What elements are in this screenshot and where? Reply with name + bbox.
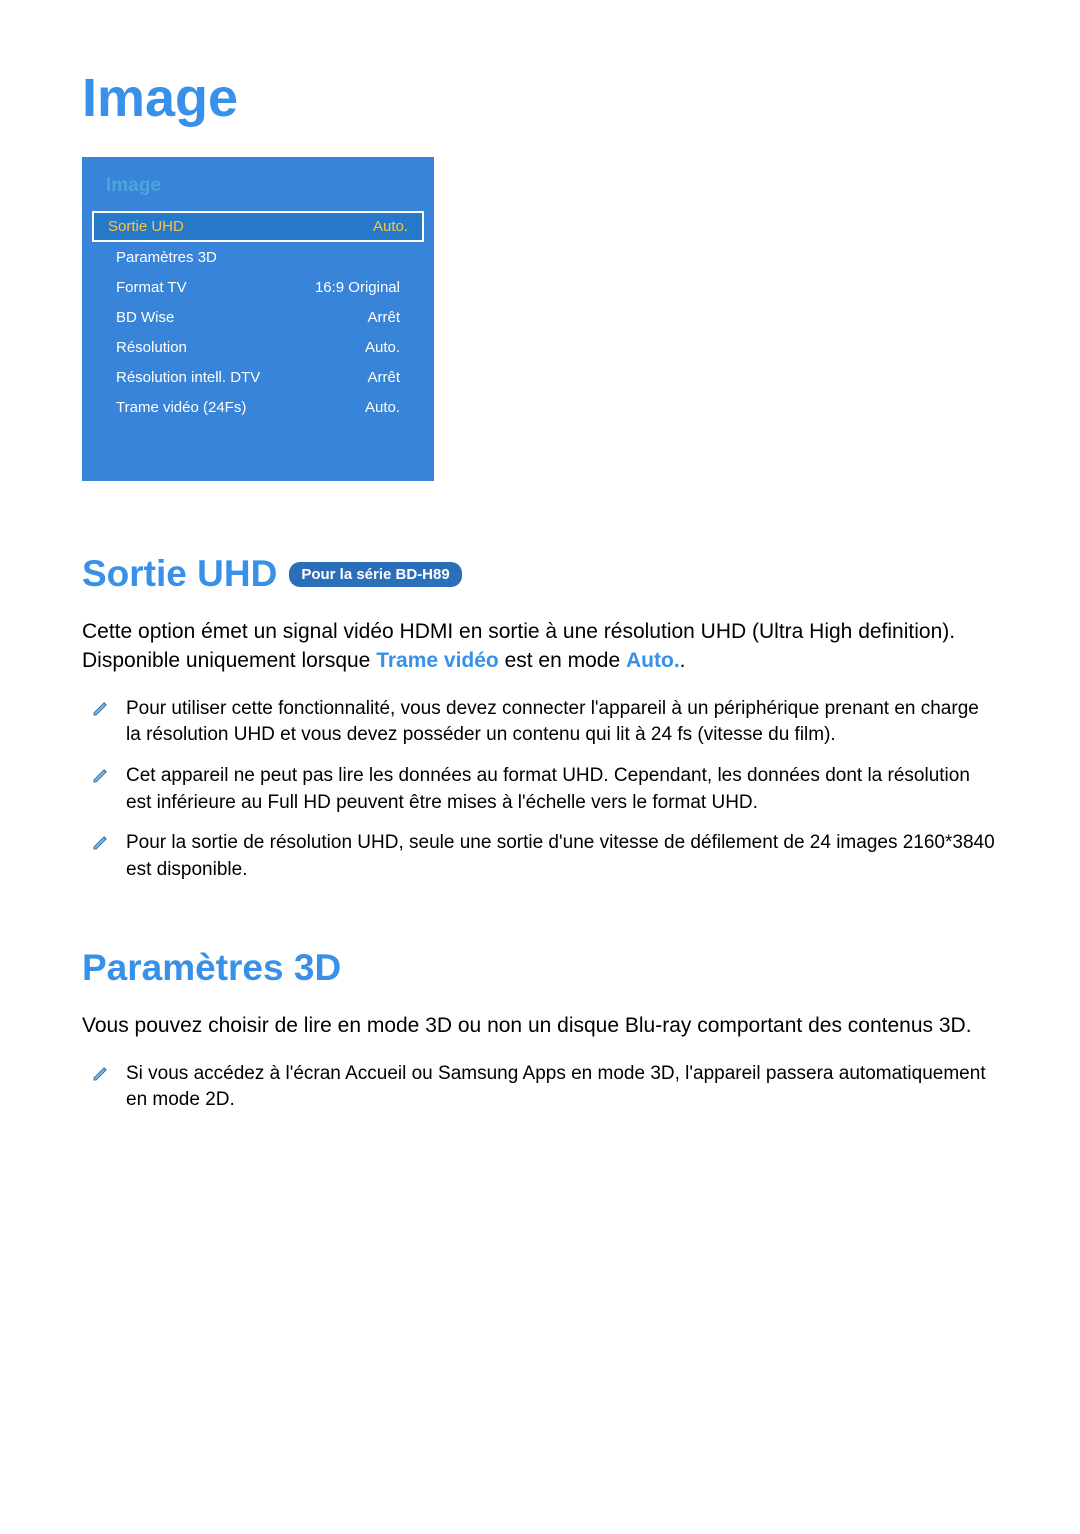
row-value: 16:9 Original [315, 279, 400, 296]
pencil-icon [92, 763, 112, 785]
series-badge: Pour la série BD-H89 [289, 562, 461, 587]
panel-row-parametres-3d[interactable]: Paramètres 3D [92, 243, 424, 272]
pencil-icon [92, 830, 112, 852]
row-value: Auto. [373, 218, 408, 235]
section-sortie-uhd: Sortie UHD Pour la série BD-H89 Cette op… [82, 553, 998, 883]
panel-row-trame-video[interactable]: Trame vidéo (24Fs) Auto. [92, 393, 424, 422]
panel-title: Image [82, 175, 434, 197]
panel-row-resolution[interactable]: Résolution Auto. [92, 333, 424, 362]
row-label: Trame vidéo (24Fs) [116, 399, 246, 416]
note-item: Cet appareil ne peut pas lire les donnée… [92, 763, 998, 816]
body-text-mid: est en mode [499, 649, 626, 672]
body-highlight: Trame vidéo [376, 649, 499, 672]
note-item: Si vous accédez à l'écran Accueil ou Sam… [92, 1061, 998, 1114]
body-paragraph: Cette option émet un signal vidéo HDMI e… [82, 617, 998, 676]
panel-row-bd-wise[interactable]: BD Wise Arrêt [92, 303, 424, 332]
note-text: Pour utiliser cette fonctionnalité, vous… [126, 696, 998, 749]
row-value: Arrêt [367, 309, 400, 326]
note-text: Pour la sortie de résolution UHD, seule … [126, 830, 998, 883]
body-text-post: . [680, 649, 686, 672]
row-label: Sortie UHD [108, 218, 184, 235]
note-text: Cet appareil ne peut pas lire les donnée… [126, 763, 998, 816]
pencil-icon [92, 696, 112, 718]
section-heading-line: Paramètres 3D [82, 947, 998, 989]
row-value: Arrêt [367, 369, 400, 386]
row-label: Format TV [116, 279, 187, 296]
note-item: Pour utiliser cette fonctionnalité, vous… [92, 696, 998, 749]
note-list: Si vous accédez à l'écran Accueil ou Sam… [92, 1061, 998, 1114]
note-list: Pour utiliser cette fonctionnalité, vous… [92, 696, 998, 884]
section-parametres-3d: Paramètres 3D Vous pouvez choisir de lir… [82, 947, 998, 1114]
row-label: Résolution [116, 339, 187, 356]
settings-panel: Image Sortie UHD Auto. Paramètres 3D For… [82, 157, 434, 481]
panel-row-format-tv[interactable]: Format TV 16:9 Original [92, 273, 424, 302]
row-label: Paramètres 3D [116, 249, 217, 266]
page-title: Image [82, 67, 998, 129]
row-label: Résolution intell. DTV [116, 369, 260, 386]
panel-row-resolution-dtv[interactable]: Résolution intell. DTV Arrêt [92, 363, 424, 392]
row-label: BD Wise [116, 309, 174, 326]
row-value: Auto. [365, 399, 400, 416]
body-paragraph: Vous pouvez choisir de lire en mode 3D o… [82, 1011, 998, 1040]
section-heading-line: Sortie UHD Pour la série BD-H89 [82, 553, 998, 595]
panel-row-sortie-uhd[interactable]: Sortie UHD Auto. [92, 211, 424, 242]
note-item: Pour la sortie de résolution UHD, seule … [92, 830, 998, 883]
row-value: Auto. [365, 339, 400, 356]
note-text: Si vous accédez à l'écran Accueil ou Sam… [126, 1061, 998, 1114]
body-highlight: Auto. [626, 649, 680, 672]
section-heading: Sortie UHD [82, 553, 277, 595]
pencil-icon [92, 1061, 112, 1083]
section-heading: Paramètres 3D [82, 947, 341, 989]
